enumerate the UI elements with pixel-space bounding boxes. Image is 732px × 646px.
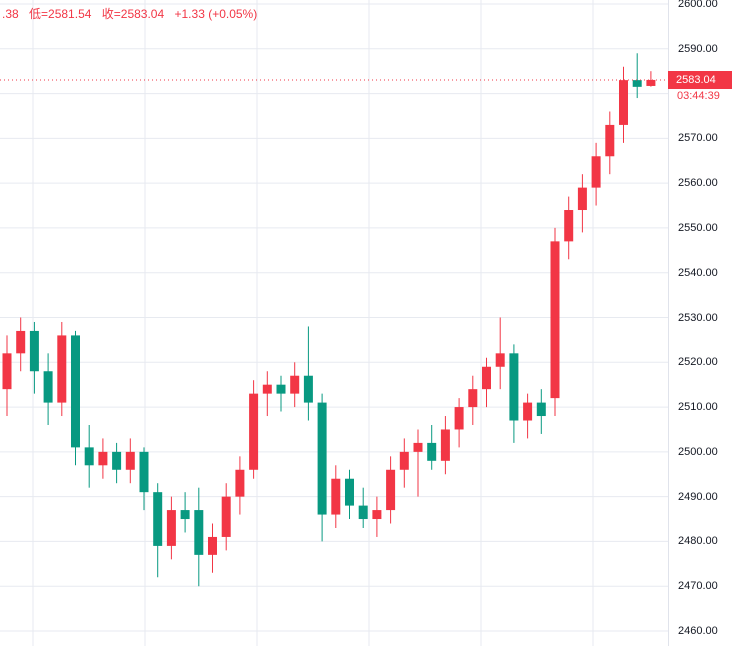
- candle-body: [427, 442, 437, 461]
- candle-body: [262, 384, 272, 394]
- candle-body: [125, 451, 135, 470]
- candle-body: [619, 80, 628, 125]
- candle-body: [550, 241, 560, 399]
- y-axis-label: 2550.00: [678, 221, 718, 234]
- candle-body: [358, 505, 368, 520]
- candle-body: [98, 451, 108, 466]
- candle-body: [386, 469, 396, 511]
- candle-body: [509, 353, 519, 421]
- candle-body: [139, 451, 149, 493]
- legend-change-value: +1.33 (+0.05%): [174, 7, 258, 21]
- candle-body: [632, 80, 642, 87]
- candle-body: [235, 469, 245, 497]
- candle-body: [468, 389, 478, 408]
- candle-body: [57, 335, 67, 403]
- current-price-label: 2583.04: [668, 70, 732, 89]
- y-axis-label: 2520.00: [678, 356, 718, 369]
- legend-close-value: 收=2583.04: [101, 7, 165, 21]
- candle-body: [605, 124, 615, 157]
- y-axis-label: 2540.00: [678, 266, 718, 279]
- candle-body: [153, 492, 163, 546]
- candle-body: [276, 384, 286, 394]
- candle-body: [194, 510, 204, 555]
- price-axis[interactable]: 2600.00 2590.00 2570.00 2560.00 2550.00 2540.…: [668, 0, 732, 646]
- candle-body: [536, 402, 546, 417]
- candle-body: [564, 210, 574, 242]
- candle-body: [399, 451, 409, 470]
- y-axis-label: 2500.00: [678, 445, 718, 458]
- candle-body: [523, 402, 533, 421]
- candle-body: [16, 330, 26, 354]
- candle-body: [84, 447, 94, 466]
- y-axis-label: 2460.00: [678, 625, 718, 637]
- candlestick-chart-pane[interactable]: [0, 0, 668, 646]
- legend-high-fragment: .38: [2, 7, 19, 21]
- candle-body: [166, 510, 176, 546]
- candle-body: [2, 353, 12, 390]
- candle-body: [345, 478, 354, 506]
- y-axis-label: 2530.00: [678, 311, 718, 324]
- candle-body: [440, 429, 450, 461]
- candle-body: [208, 536, 217, 555]
- candle-body: [454, 407, 464, 430]
- legend-low-value: 低=2581.54: [29, 7, 92, 21]
- y-axis-label: 2470.00: [678, 580, 718, 593]
- candle-body: [112, 451, 122, 470]
- candle-body: [71, 335, 80, 448]
- candle-body: [29, 330, 39, 372]
- candle-body: [331, 478, 341, 515]
- y-axis-label: 2560.00: [678, 177, 718, 190]
- candle-body: [495, 353, 505, 367]
- countdown-timer: 03:44:39: [677, 89, 720, 102]
- candle-body: [646, 79, 656, 86]
- candle-body: [482, 366, 491, 390]
- y-axis-label: 2570.00: [678, 132, 718, 145]
- candle-body: [249, 393, 259, 470]
- current-price-value: 2583.04: [676, 73, 716, 86]
- candle-body: [221, 496, 231, 537]
- candle-body: [372, 510, 382, 520]
- y-axis-label: 2480.00: [678, 535, 718, 548]
- candle-body: [290, 375, 300, 394]
- candle-body: [43, 371, 53, 403]
- candle-body: [303, 375, 313, 403]
- candle-body: [317, 402, 327, 515]
- y-axis-label: 2590.00: [678, 42, 718, 55]
- ohlc-legend: .38 低=2581.54 收=2583.04 +1.33 (+0.05%): [2, 5, 264, 22]
- candle-body: [413, 442, 423, 452]
- candle-body: [180, 510, 190, 520]
- candle-body: [577, 187, 587, 211]
- y-axis-label: 2490.00: [678, 490, 718, 503]
- candle-body: [591, 156, 601, 188]
- y-axis-label: 2510.00: [678, 401, 718, 414]
- y-axis-label: 2600.00: [678, 0, 718, 10]
